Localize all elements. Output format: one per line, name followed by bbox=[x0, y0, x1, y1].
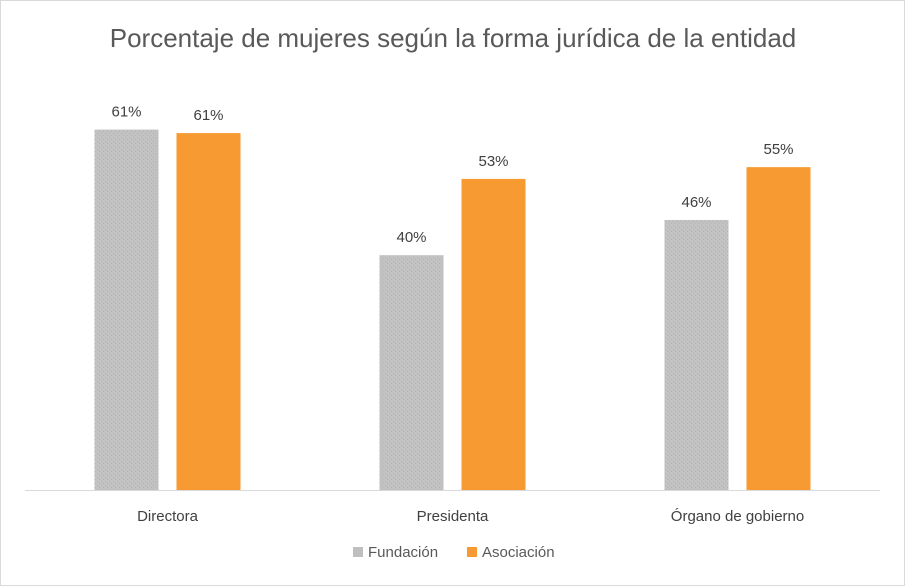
bar-fundación-3 bbox=[664, 219, 729, 491]
bar-fundación-1 bbox=[94, 129, 159, 490]
legend-swatch-asociación bbox=[467, 547, 477, 557]
bar-asociación-2 bbox=[461, 178, 526, 490]
bars-layer: 61% 61% 40% 53% 46% 55% bbox=[94, 104, 811, 491]
x-tick-label: Directora bbox=[137, 508, 199, 525]
bar-asociación-1 bbox=[176, 133, 241, 490]
legend-label-fundación: Fundación bbox=[368, 544, 438, 561]
data-label-fundación-2: 40% bbox=[396, 229, 426, 246]
data-label-fundación-1: 61% bbox=[111, 104, 141, 121]
data-label-asociación-3: 55% bbox=[763, 141, 793, 158]
data-label-asociación-2: 53% bbox=[478, 153, 508, 170]
x-tick-label: Órgano de gobierno bbox=[671, 508, 804, 525]
bar-fundación-2 bbox=[379, 255, 444, 490]
data-label-fundación-3: 46% bbox=[681, 194, 711, 211]
x-tick-label: Presidenta bbox=[417, 508, 489, 525]
chart-title: Porcentaje de mujeres según la forma jur… bbox=[110, 23, 797, 53]
data-label-asociación-1: 61% bbox=[193, 107, 223, 124]
bar-asociación-3 bbox=[746, 167, 811, 490]
legend-label-asociación: Asociación bbox=[482, 544, 555, 561]
legend: Fundación Asociación bbox=[353, 544, 555, 561]
x-tick-labels: Directora Presidenta Órgano de gobierno bbox=[137, 508, 804, 525]
legend-swatch-fundación bbox=[353, 547, 363, 557]
